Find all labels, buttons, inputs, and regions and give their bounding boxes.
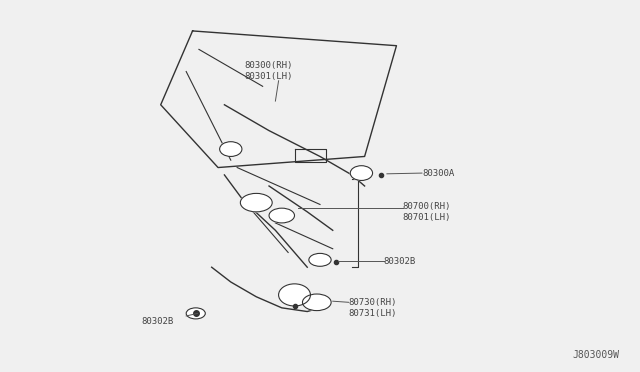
Ellipse shape	[278, 284, 310, 306]
Ellipse shape	[309, 253, 331, 266]
Ellipse shape	[269, 208, 294, 223]
Text: J803009W: J803009W	[573, 350, 620, 359]
Text: 80302B: 80302B	[384, 257, 416, 266]
Ellipse shape	[350, 166, 372, 180]
Text: 80730(RH)
80731(LH): 80730(RH) 80731(LH)	[349, 298, 397, 318]
Ellipse shape	[241, 193, 272, 212]
Text: 80300(RH)
80301(LH): 80300(RH) 80301(LH)	[245, 61, 293, 81]
Ellipse shape	[220, 142, 242, 157]
Text: 80300A: 80300A	[422, 169, 454, 177]
Ellipse shape	[303, 294, 331, 311]
Text: 80302B: 80302B	[141, 317, 173, 326]
Text: 80700(RH)
80701(LH): 80700(RH) 80701(LH)	[403, 202, 451, 222]
Ellipse shape	[186, 308, 205, 319]
